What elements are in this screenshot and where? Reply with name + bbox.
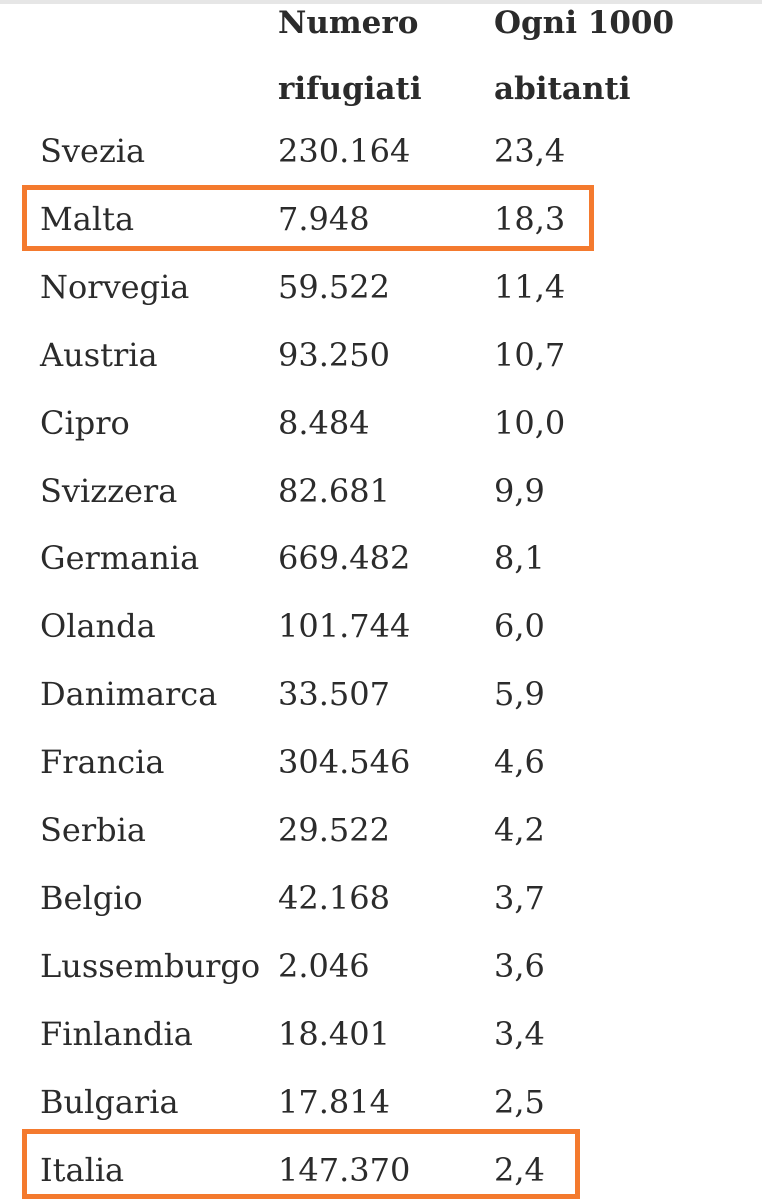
refugees-cell: 669.482: [278, 539, 411, 578]
per-1000-cell: 2,4: [494, 1150, 545, 1189]
country-cell: Bulgaria: [40, 1082, 179, 1121]
per-1000-cell: 3,7: [494, 878, 545, 917]
table-row: Francia 304.546 4,6: [0, 728, 762, 796]
country-cell: Danimarca: [40, 675, 218, 714]
country-cell: Malta: [40, 199, 135, 238]
per-1000-cell: 9,9: [494, 471, 545, 510]
country-cell: Francia: [40, 743, 165, 782]
country-cell: Germania: [40, 539, 200, 578]
refugees-cell: 42.168: [278, 878, 390, 917]
per-1000-cell: 18,3: [494, 199, 566, 238]
per-1000-cell: 23,4: [494, 132, 566, 170]
table-row: Austria 93.250 10,7: [0, 321, 762, 389]
header-ogni-1000-abitanti: Ogni 1000 abitanti: [494, 5, 675, 107]
table-row: Cipro 8.484 10,0: [0, 389, 762, 457]
country-cell: Lussemburgo: [40, 946, 261, 985]
per-1000-cell: 11,4: [494, 267, 566, 306]
table-row: Norvegia 59.522 11,4: [0, 253, 762, 321]
table-row: Germania 669.482 8,1: [0, 524, 762, 592]
per-1000-cell: 10,7: [494, 335, 566, 374]
country-cell: Belgio: [40, 878, 143, 917]
country-cell: Svizzera: [40, 471, 178, 510]
per-1000-cell: 4,2: [494, 811, 545, 849]
table-row: Svizzera 82.681 9,9: [0, 457, 762, 525]
per-1000-cell: 2,5: [494, 1082, 545, 1121]
country-cell: Svezia: [40, 132, 146, 170]
table-row: Belgio 42.168 3,7: [0, 864, 762, 932]
refugees-cell: 230.164: [278, 132, 411, 170]
table-row: Finlandia 18.401 3,4: [0, 1000, 762, 1068]
table-row: Danimarca 33.507 5,9: [0, 660, 762, 728]
refugees-cell: 17.814: [278, 1082, 390, 1121]
refugees-cell: 7.948: [278, 199, 370, 238]
country-cell: Serbia: [40, 811, 146, 849]
refugees-cell: 82.681: [278, 471, 390, 510]
top-divider: [0, 0, 762, 4]
country-cell: Austria: [40, 335, 158, 374]
refugees-cell: 101.744: [278, 607, 411, 646]
per-1000-cell: 6,0: [494, 607, 545, 646]
table-row: Bulgaria 17.814 2,5: [0, 1068, 762, 1136]
per-1000-cell: 3,6: [494, 946, 545, 985]
table-row: Lussemburgo 2.046 3,6: [0, 932, 762, 1000]
table-row: Italia 147.370 2,4: [0, 1136, 762, 1204]
refugees-cell: 304.546: [278, 743, 411, 782]
refugees-cell: 8.484: [278, 403, 370, 442]
country-cell: Italia: [40, 1150, 125, 1189]
refugees-cell: 18.401: [278, 1014, 390, 1053]
per-1000-cell: 5,9: [494, 675, 545, 714]
table-row: Svezia 230.164 23,4: [0, 117, 762, 185]
refugees-cell: 59.522: [278, 267, 390, 306]
table-row: Serbia 29.522 4,2: [0, 796, 762, 864]
per-1000-cell: 4,6: [494, 743, 545, 782]
refugees-cell: 147.370: [278, 1150, 411, 1189]
header-numero-rifugiati: Numero rifugiati: [278, 5, 422, 107]
table-row: Malta 7.948 18,3: [0, 185, 762, 253]
per-1000-cell: 10,0: [494, 403, 566, 442]
refugees-cell: 2.046: [278, 946, 370, 985]
refugees-cell: 93.250: [278, 335, 390, 374]
refugees-cell: 33.507: [278, 675, 390, 714]
country-cell: Finlandia: [40, 1014, 193, 1053]
per-1000-cell: 8,1: [494, 539, 545, 578]
country-cell: Cipro: [40, 403, 130, 442]
refugees-cell: 29.522: [278, 811, 390, 849]
country-cell: Norvegia: [40, 267, 190, 306]
table-row: Olanda 101.744 6,0: [0, 592, 762, 660]
country-cell: Olanda: [40, 607, 156, 646]
per-1000-cell: 3,4: [494, 1014, 545, 1053]
